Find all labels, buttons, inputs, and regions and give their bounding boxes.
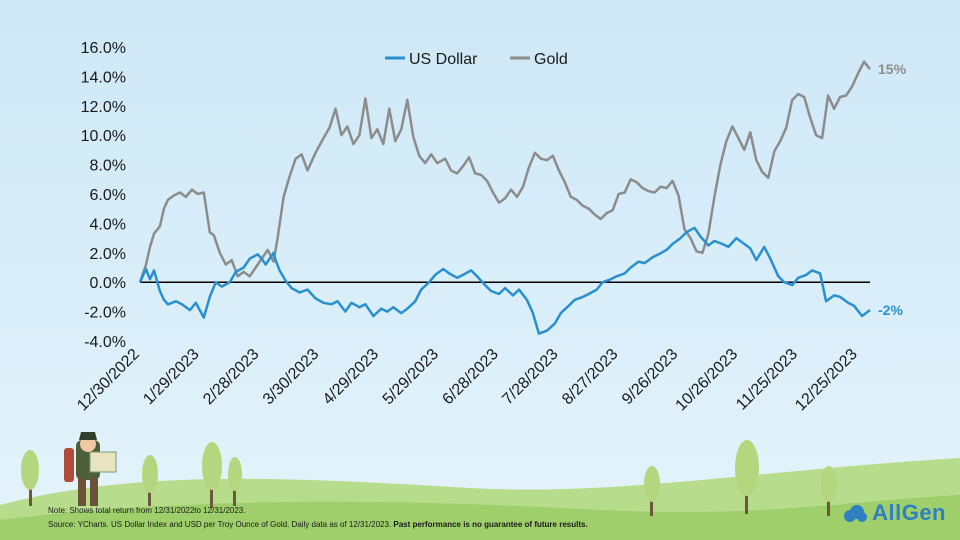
x-tick-label: 6/28/2023 [439,346,501,408]
disclaimer-text: Past performance is no guarantee of futu… [393,520,588,529]
x-tick-label: 11/25/2023 [733,346,801,414]
tree-right-1 [644,466,660,516]
x-tick-label: 7/28/2023 [499,346,561,408]
y-tick-label: 16.0% [81,40,126,57]
y-tick-label: 12.0% [81,99,126,116]
tree-left-2 [142,455,158,506]
end-labels: 15% -2% [878,61,907,318]
cloud-icon [844,505,868,522]
hiker-figure [64,432,117,506]
gold-end-label: 15% [878,61,907,77]
legend-label: Gold [534,51,568,68]
logo-text: AllGen [872,500,946,525]
tree-left-1 [21,450,39,506]
y-tick-label: -2.0% [84,305,126,322]
y-axis: -4.0% -2.0% 0.0% 2.0% 4.0% 6.0% 8.0% 10.0% 12.0%… [81,40,126,351]
series-layer [138,60,871,335]
chart-note: Note: Shows total return from 12/31/2022… [48,506,246,515]
y-tick-label: 4.0% [90,216,126,233]
x-tick-label: 12/30/2022 [74,346,143,415]
source-text: Source: YCharts. US Dollar Index and USD… [48,520,392,529]
tree-left-3 [202,442,222,508]
x-tick-label: 2/28/2023 [200,346,262,408]
y-tick-label: 2.0% [90,246,126,263]
chart-source: Source: YCharts. US Dollar Index and USD… [48,520,588,529]
tree-right-3 [821,466,837,516]
near-hill [0,495,960,540]
line-chart: -4.0% -2.0% 0.0% 2.0% 4.0% 6.0% 8.0% 10.0% 12.0%… [74,40,907,415]
gold-series-line [138,60,871,283]
us-dollar-series-line [138,226,871,335]
x-tick-label: 12/25/2023 [792,346,861,415]
y-tick-label: 8.0% [90,158,126,175]
x-tick-label: 4/29/2023 [320,346,382,408]
x-tick-label: 5/29/2023 [380,346,442,408]
legend-item-gold: Gold [510,51,568,68]
tree-left-4 [228,457,242,506]
y-tick-label: 6.0% [90,187,126,204]
x-tick-label: 9/26/2023 [619,346,681,408]
tree-right-2 [735,440,759,514]
y-tick-label: 0.0% [90,275,126,292]
allgen-logo: AllGen [842,500,946,526]
x-axis: 12/30/20221/29/20232/28/20233/30/20234/2… [74,346,861,415]
us-dollar-end-label: -2% [878,302,903,318]
y-tick-label: 14.0% [81,69,126,86]
x-tick-label: 1/29/2023 [140,346,202,408]
y-tick-label: 10.0% [81,128,126,145]
y-tick-label: -4.0% [84,334,126,351]
x-tick-label: 3/30/2023 [260,346,322,408]
legend-item-us-dollar: US Dollar [385,51,478,68]
x-tick-label: 8/27/2023 [559,346,621,408]
x-tick-label: 10/26/2023 [673,346,742,415]
legend: US Dollar Gold [385,51,568,68]
legend-label: US Dollar [409,51,478,68]
